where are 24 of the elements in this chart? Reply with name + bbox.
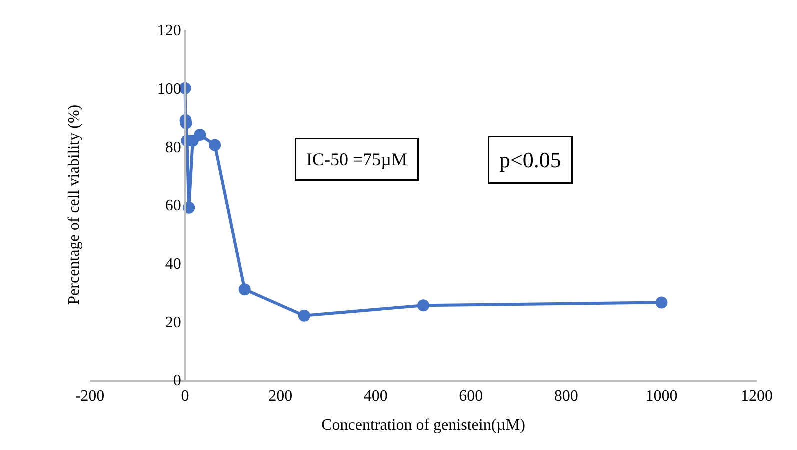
x-tick-label: 800 [554,388,578,405]
y-tick-label: 80 [165,139,182,156]
point [298,310,310,322]
x-tick-label: 1000 [646,388,678,405]
annotation: p<0.05 [500,148,562,172]
point [209,139,222,152]
y-axis-title: Percentage of cell viability (%) [66,104,83,305]
y-tick-label: 0 [173,372,182,390]
y-tick-label: 120 [157,22,182,40]
y-tick-label: 20 [165,314,182,332]
y-tick-label: 60 [165,198,182,215]
y-tick-label: 40 [165,256,182,273]
x-tick-label: 600 [459,388,484,405]
x-tick-label: 1200 [741,388,773,405]
x-axis-title: Concentration of genistein(µM) [322,417,526,434]
x-tick-label: 200 [268,388,293,405]
annotation: IC-50 =75µM [306,150,408,170]
point [194,129,206,141]
point [418,300,430,312]
point [238,284,251,296]
point [656,296,668,309]
x-tick-label: 400 [364,388,388,405]
y-tick-label: 100 [157,80,182,98]
x-tick-label: -200 [75,388,105,405]
